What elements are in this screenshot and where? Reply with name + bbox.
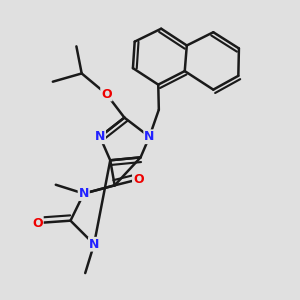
Text: N: N: [89, 238, 99, 251]
Text: N: N: [144, 130, 154, 143]
Text: O: O: [32, 217, 43, 230]
Text: O: O: [101, 88, 112, 100]
Text: N: N: [79, 187, 89, 200]
Text: N: N: [95, 130, 105, 143]
Text: O: O: [133, 173, 143, 186]
